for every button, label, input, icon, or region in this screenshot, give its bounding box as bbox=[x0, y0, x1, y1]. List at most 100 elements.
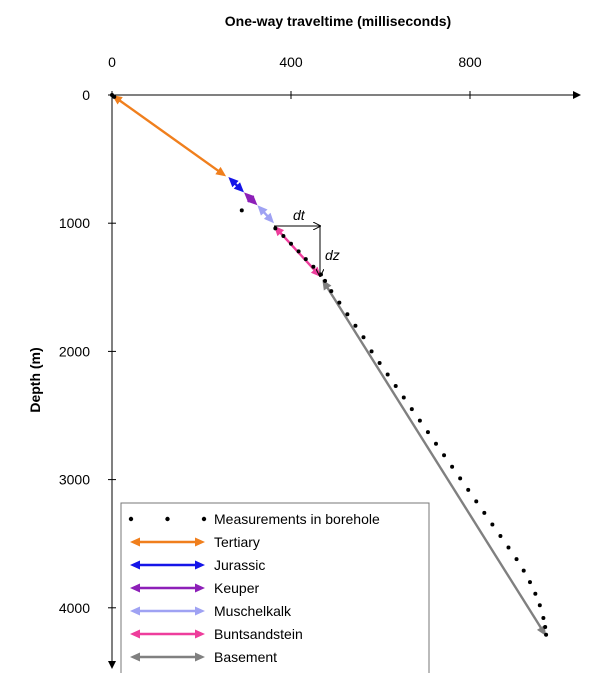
measurement-point bbox=[450, 464, 455, 469]
measurement-point bbox=[544, 632, 549, 637]
measurement-point bbox=[353, 323, 358, 328]
measurement-point bbox=[425, 430, 430, 435]
measurement-point bbox=[345, 312, 350, 317]
measurement-point bbox=[543, 625, 548, 630]
measurement-point bbox=[498, 534, 503, 539]
x-tick-label: 800 bbox=[458, 54, 482, 70]
legend-label: Tertiary bbox=[214, 534, 260, 550]
measurement-point bbox=[401, 395, 406, 400]
y-tick-label: 2000 bbox=[59, 343, 90, 359]
x-tick-label: 0 bbox=[108, 54, 116, 70]
measurement-point bbox=[303, 257, 308, 262]
measurement-point bbox=[442, 453, 447, 458]
measurement-points bbox=[110, 93, 549, 637]
measurement-point bbox=[490, 522, 495, 527]
measurement-point bbox=[527, 580, 532, 585]
measurement-point bbox=[482, 510, 487, 515]
legend-item-keuper: Keuper bbox=[130, 580, 259, 596]
measurement-point bbox=[514, 557, 519, 562]
legend-label: Measurements in borehole bbox=[214, 511, 380, 527]
measurement-point bbox=[112, 94, 117, 99]
interval-muschelkalk-head-end bbox=[263, 212, 274, 224]
interval-keuper-head-start bbox=[244, 192, 255, 203]
measurement-point bbox=[239, 208, 244, 213]
legend-label: Basement bbox=[214, 649, 277, 665]
legend-item-jurassic: Jurassic bbox=[130, 557, 265, 573]
legend-label: Buntsandstein bbox=[214, 626, 303, 642]
interval-muschelkalk bbox=[257, 205, 274, 224]
legend-arrow-basement-head-start bbox=[130, 652, 140, 662]
interval-jurassic-head-end bbox=[233, 182, 245, 193]
legend-item-muschelkalk: Muschelkalk bbox=[130, 603, 292, 619]
y-tick-label: 4000 bbox=[59, 600, 90, 616]
interval-tertiary-head-end bbox=[215, 166, 227, 177]
interval-muschelkalk-head-start bbox=[257, 205, 268, 216]
measurement-point bbox=[329, 289, 334, 294]
legend-dot bbox=[201, 516, 207, 522]
measurement-point bbox=[311, 264, 316, 269]
measurement-point bbox=[361, 335, 366, 340]
measurement-point bbox=[474, 499, 479, 504]
legend-arrow-muschelkalk-head-end bbox=[195, 606, 205, 616]
measurement-point bbox=[393, 384, 398, 389]
legend-arrow-jurassic-head-end bbox=[195, 560, 205, 570]
measurement-point bbox=[417, 418, 422, 423]
legend-arrow-basement-head-end bbox=[195, 652, 205, 662]
measurement-point bbox=[289, 241, 293, 246]
legend-label: Keuper bbox=[214, 580, 259, 596]
measurement-point bbox=[537, 603, 542, 608]
legend-arrow-buntsandstein-head-start bbox=[130, 629, 140, 639]
x-ticks: 0 400 800 bbox=[108, 54, 482, 99]
dt-dz-annotation: dt dz bbox=[274, 207, 340, 276]
legend-arrow-tertiary-head-start bbox=[130, 537, 140, 547]
x-tick-label: 400 bbox=[279, 54, 303, 70]
measurement-point bbox=[533, 591, 538, 596]
interval-jurassic-head-start bbox=[228, 177, 239, 188]
measurement-point bbox=[541, 616, 546, 621]
legend-arrow-muschelkalk-head-start bbox=[130, 606, 140, 616]
interval-tertiary-line bbox=[118, 99, 220, 173]
dt-label: dt bbox=[293, 207, 306, 223]
legend-label: Muschelkalk bbox=[214, 603, 292, 619]
legend-dot bbox=[128, 516, 134, 522]
measurement-point bbox=[377, 360, 382, 365]
y-tick-label: 3000 bbox=[59, 472, 90, 488]
interval-muschelkalk-line bbox=[262, 211, 269, 218]
dz-label: dz bbox=[325, 247, 340, 263]
interval-jurassic bbox=[228, 177, 245, 193]
y-tick-label: 1000 bbox=[59, 215, 90, 231]
measurement-point bbox=[323, 278, 328, 283]
y-ticks: 0 1000 2000 3000 4000 bbox=[59, 87, 116, 616]
legend-label: Jurassic bbox=[214, 557, 265, 573]
measurement-point bbox=[273, 226, 278, 231]
y-tick-label: 0 bbox=[82, 87, 90, 103]
legend-arrow-keuper-head-end bbox=[195, 583, 205, 593]
legend-arrow-jurassic-head-start bbox=[130, 560, 140, 570]
measurement-point bbox=[521, 568, 526, 573]
measurement-point bbox=[409, 407, 414, 412]
measurement-point bbox=[296, 249, 301, 254]
legend-item-buntsandstein: Buntsandstein bbox=[130, 626, 303, 642]
interval-keuper-head-end bbox=[247, 195, 258, 206]
legend-arrow-keuper-head-start bbox=[130, 583, 140, 593]
measurement-point bbox=[369, 349, 374, 354]
y-axis-title: Depth (m) bbox=[27, 347, 43, 412]
legend-item-tertiary: Tertiary bbox=[130, 534, 260, 550]
legend-item-measurements-in-borehole: Measurements in borehole bbox=[128, 511, 380, 527]
x-axis-title: One-way traveltime (milliseconds) bbox=[225, 13, 451, 29]
measurement-point bbox=[337, 300, 342, 305]
interval-arrows bbox=[112, 95, 547, 637]
legend-dot bbox=[165, 516, 170, 522]
interval-basement-line bbox=[326, 286, 543, 630]
measurement-point bbox=[466, 487, 471, 492]
legend-item-basement: Basement bbox=[130, 649, 277, 665]
measurement-point bbox=[458, 476, 463, 481]
measurement-point bbox=[506, 545, 511, 550]
measurement-point bbox=[281, 234, 286, 239]
interval-tertiary bbox=[112, 95, 227, 177]
legend: Measurements in borehole Tertiary Jurassic… bbox=[120, 502, 430, 673]
legend-arrow-buntsandstein-head-end bbox=[195, 629, 205, 639]
legend-arrow-tertiary-head-end bbox=[195, 537, 205, 547]
measurement-point bbox=[385, 372, 390, 377]
